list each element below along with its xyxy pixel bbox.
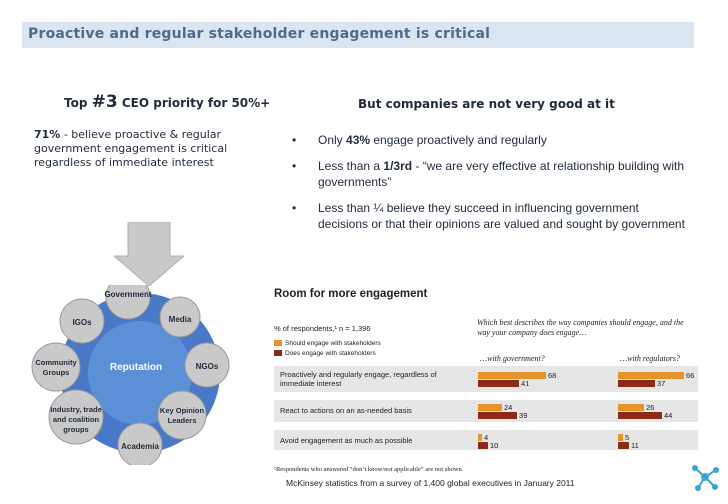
node-label: IGOs [72,318,92,327]
bar-value-label: 24 [504,403,513,412]
node-label: Academia [121,442,159,451]
survey-source: McKinsey statistics from a survey of 1,4… [286,478,575,488]
stakeholder-diagram: Reputation Government Media NGOs Key Opi… [31,285,230,465]
left-heading-suffix: CEO priority for 50%+ [117,96,271,110]
title-bar: Proactive and regular stakeholder engage… [22,22,694,48]
node-label-industry: Industry, trade and coalition groups [50,405,102,434]
survey-respondents: % of respondents,¹ n = 1,396 [274,324,371,333]
survey-question: Which best describes the way companies s… [477,318,684,337]
survey-row-band [274,430,698,450]
bullet-text-pre: Less than a [318,159,384,173]
survey-row-label: Avoid engagement as much as possible [280,436,413,445]
survey-sub-government: …with government? [480,354,545,363]
node-government [105,285,151,320]
right-heading: But companies are not very good at it [358,97,615,111]
bullet-item: • Less than ¼ believe they succeed in in… [292,200,692,232]
left-heading: Top #3 CEO priority for 50%+ [64,92,270,112]
bar-value-label: 66 [686,371,695,380]
bullet-item: • Only 43% engage proactively and regula… [292,132,692,148]
page-title: Proactive and regular stakeholder engage… [28,26,491,42]
bar-should-engage [478,434,482,441]
bullet-list: • Only 43% engage proactively and regula… [292,132,692,242]
diagram-center-label: Reputation [110,362,162,373]
legend-should: Should engage with stakeholders [274,340,381,347]
left-text: - believe proactive & regular government… [34,128,228,169]
bar-value-label: 44 [664,411,673,420]
node-label-kol: Key Opinion Leaders [160,406,205,425]
bullet-text-post: engage proactively and regularly [370,133,547,147]
legend-does: Does engage with stakeholders [274,350,376,357]
node-label: Government [104,290,151,299]
bar-does-engage [618,442,629,449]
bar-should-engage [618,372,684,379]
bar-value-label: 4 [484,433,489,442]
node-industry [48,389,104,445]
survey-exhibit: Room for more engagement % of respondent… [262,284,698,494]
node-label-community: Community Groups [35,358,77,377]
legend-label: Does engage with stakeholders [285,350,376,357]
bar-value-label: 11 [631,441,639,450]
node-igos [59,298,105,344]
bar-value-label: 68 [548,371,557,380]
node-community [31,342,81,392]
bar-should-engage [478,404,502,411]
bar-does-engage [478,380,519,387]
bullet-text-post: - “we are very effective at relationship… [318,159,684,189]
bullet-dot: • [292,133,297,147]
bullet-dot: • [292,201,297,215]
bar-value-label: 5 [625,433,630,442]
survey-row-band [274,400,698,422]
bullet-text-bold: 1/3rd [383,159,413,173]
legend-swatch [274,350,282,357]
legend-label: Should engage with stakeholders [285,340,381,347]
left-stat: 71% [34,128,61,141]
node-ngos [184,342,230,388]
bar-does-engage [618,412,662,419]
network-icon [692,465,719,491]
bar-does-engage [478,412,517,419]
bar-does-engage [478,442,488,449]
left-heading-rank: #3 [91,92,118,112]
survey-row-band [274,366,698,392]
legend-swatch [274,340,282,347]
bullet-text-pre: Less than ¼ believe they succeed in infl… [318,201,685,231]
bar-value-label: 41 [521,379,530,388]
node-label: NGOs [196,362,219,371]
down-arrow-icon [114,222,184,286]
node-academia [117,422,163,465]
survey-sub-regulators: …with regulators? [620,354,680,363]
bullet-dot: • [292,159,297,173]
bar-should-engage [478,372,546,379]
bar-value-label: 26 [646,403,655,412]
node-media [159,296,201,338]
bullet-item: • Less than a 1/3rd - “we are very effec… [292,158,692,190]
bar-should-engage [618,404,644,411]
bar-value-label: 37 [657,379,666,388]
survey-title: Room for more engagement [274,288,428,300]
bullet-text-bold: 43% [346,133,371,147]
survey-row-label: React to actions on an as-needed basis [280,406,412,415]
left-body: 71% - believe proactive & regular govern… [34,128,274,170]
node-key-opinion-leaders [157,390,207,440]
left-heading-prefix: Top [64,96,92,110]
bar-value-label: 10 [490,441,499,450]
bar-does-engage [618,380,655,387]
bullet-text-pre: Only [318,133,347,147]
node-label: Media [169,315,192,324]
survey-row-label: Proactively and regularly engage, regard… [280,370,437,388]
bar-value-label: 39 [519,411,528,420]
bar-should-engage [618,434,623,441]
survey-footnote: ¹Respondents who answered “don’t know/no… [274,466,464,473]
